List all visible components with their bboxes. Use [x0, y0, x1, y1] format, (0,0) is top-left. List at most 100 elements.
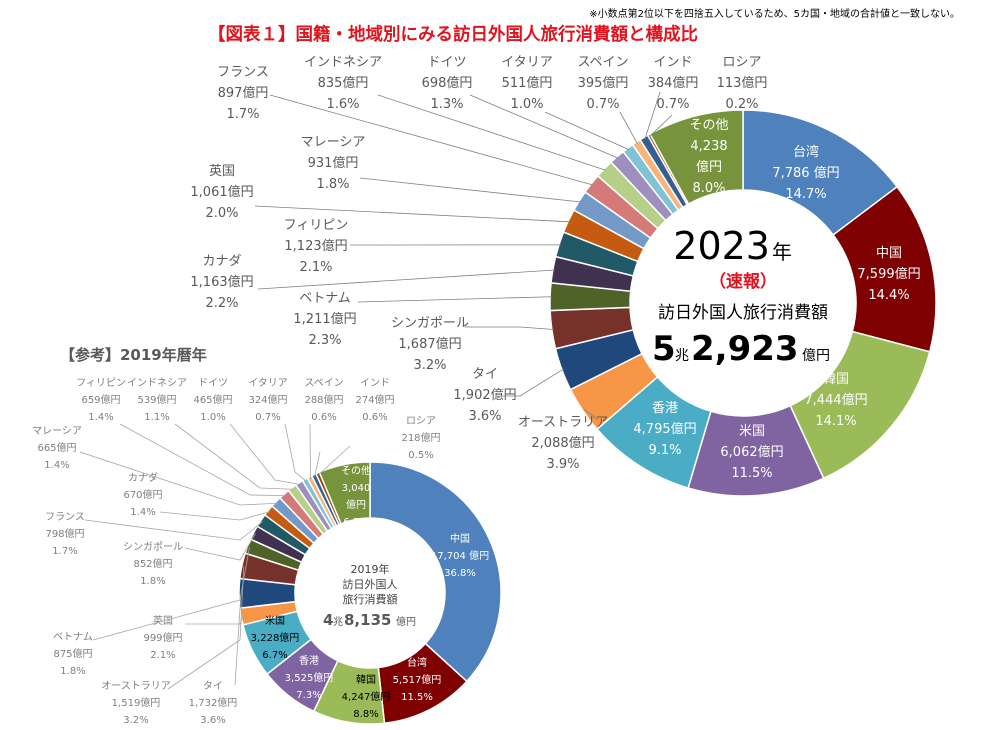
main-label-8-line-2: 2.3%	[308, 333, 341, 348]
main-label-7-line-0: シンガポール	[391, 316, 469, 331]
main-leader-7	[465, 326, 554, 330]
ref-label-16: イタリア 324億円 0.7%	[248, 377, 307, 482]
main-label-18-line-1: 384億円	[648, 75, 699, 91]
ref-heading: 【参考】2019年暦年	[60, 346, 207, 364]
ref-label-3: 香港 3,525億円 7.3%	[285, 655, 334, 701]
ref-label-5-line-2: 2.1%	[150, 650, 175, 661]
main-leader-19	[649, 114, 673, 137]
ref-leader-15	[229, 423, 301, 485]
main-leader-17	[619, 111, 638, 145]
donut-chart-2023: 台湾 7,786 億円 14.7% 中国 7,599億円 14.4% 韓国 7,444億円 14…	[190, 55, 937, 497]
main-label-0-line-1: 7,786 億円	[772, 165, 839, 181]
ref-label-7-line-2: 3.2%	[123, 715, 148, 726]
ref-label-1: 台湾 5,517億円 11.5%	[393, 656, 442, 703]
main-label-20-line-0: その他	[689, 118, 728, 133]
ref-label-20: その他 3,040 億円 6.3%	[341, 464, 371, 528]
ref-label-3-line-1: 3,525億円	[285, 671, 334, 684]
main-label-6-line-2: 3.6%	[468, 409, 501, 424]
ref-label-8-line-1: 875億円	[53, 647, 92, 660]
main-leader-16	[544, 111, 630, 151]
main-label-10-line-0: フィリピン	[284, 218, 349, 233]
ref-label-6-line-1: 1,732億円	[189, 696, 238, 709]
ref-center-total-trillion-unit: 兆	[333, 616, 343, 628]
main-label-0-line-2: 14.7%	[785, 187, 826, 202]
ref-label-5-line-0: 英国	[153, 614, 173, 627]
main-label-14-line-1: 835億円	[318, 75, 369, 91]
ref-label-1-line-1: 5,517億円	[393, 673, 442, 686]
ref-label-1-line-0: 台湾	[407, 656, 427, 669]
ref-leader-11	[159, 511, 270, 521]
ref-label-12: マレーシア 665億円 1.4%	[32, 426, 278, 506]
ref-leader-6	[234, 593, 242, 686]
ref-label-17-line-0: スペイン	[304, 378, 343, 389]
main-label-13-line-0: フランス	[217, 65, 269, 80]
main-label-19-line-0: ロシア	[722, 55, 761, 70]
ref-label-6-line-2: 3.6%	[200, 715, 225, 726]
ref-label-20-line-1: 3,040	[342, 483, 371, 494]
main-label-17-line-2: 0.7%	[586, 97, 619, 112]
main-label-10: フィリピン 1,123億円 2.1%	[284, 218, 562, 275]
center-flag: （速報）	[709, 271, 777, 292]
main-label-7: シンガポール 1,687億円 3.2%	[391, 316, 554, 373]
ref-label-7: オーストラリア 1,519億円 3.2%	[101, 566, 245, 726]
ref-label-6: タイ 1,732億円 3.6%	[189, 593, 242, 726]
ref-label-13-line-1: 659億円	[81, 393, 120, 406]
ref-label-8-line-2: 1.8%	[60, 666, 85, 677]
main-label-6-line-1: 1,902億円	[453, 387, 516, 403]
ref-label-6-line-0: タイ	[203, 680, 223, 692]
main-label-16-line-1: 511億円	[502, 75, 553, 91]
ref-label-4-line-2: 6.7%	[262, 650, 287, 661]
center-year: 2023	[673, 224, 770, 268]
main-label-4-line-1: 4,795億円	[633, 421, 696, 437]
ref-label-4-line-1: 3,228億円	[251, 631, 300, 644]
main-label-1-line-0: 中国	[876, 246, 902, 261]
ref-leader-7	[167, 566, 245, 690]
ref-label-4-line-0: 米国	[265, 614, 285, 627]
main-label-19-line-2: 0.2%	[725, 97, 758, 112]
ref-label-9-line-2: 1.8%	[140, 576, 165, 587]
ref-label-11: カナダ 670億円 1.4%	[123, 471, 270, 521]
ref-label-4: 米国 3,228億円 6.7%	[251, 614, 300, 661]
ref-label-7-line-0: オーストラリア	[101, 680, 171, 692]
main-label-13-line-1: 897億円	[218, 85, 269, 101]
ref-label-2: 韓国 4,247億円 8.8%	[342, 674, 391, 720]
main-label-15-line-1: 698億円	[422, 75, 473, 91]
ref-center-total-trillion: 4	[323, 611, 333, 629]
ref-label-19-line-2: 0.5%	[408, 450, 433, 461]
main-label-8-line-1: 1,211億円	[293, 311, 356, 327]
main-label-11-line-1: 1,061億円	[190, 184, 253, 200]
main-label-18-line-2: 0.7%	[656, 97, 689, 112]
ref-label-10: フランス 798億円 1.7%	[45, 511, 263, 557]
ref-label-15: ドイツ 465億円 1.0%	[193, 378, 301, 485]
main-label-5-line-0: オーストラリア	[518, 415, 608, 430]
main-leader-12	[359, 177, 581, 203]
main-leader-14	[377, 94, 606, 171]
ref-label-8-line-0: ベトナム	[53, 631, 93, 643]
ref-center-line-0: 2019年	[351, 562, 390, 576]
main-label-14-line-2: 1.6%	[326, 97, 359, 112]
ref-label-2-line-0: 韓国	[356, 674, 376, 686]
main-label-10-line-1: 1,123億円	[284, 238, 347, 254]
ref-label-13-line-0: フィリピン	[76, 377, 126, 389]
main-leader-11	[254, 205, 571, 223]
ref-label-20-line-0: その他	[341, 464, 371, 477]
ref-label-15-line-0: ドイツ	[198, 378, 228, 389]
main-label-4: 香港 4,795億円 9.1%	[633, 401, 696, 458]
ref-label-19-line-0: ロシア	[406, 416, 436, 427]
ref-label-5: 英国 999億円 2.1%	[143, 614, 244, 661]
center-total-oku-unit: 億円	[802, 348, 830, 364]
ref-label-9-line-1: 852億円	[133, 557, 172, 570]
main-label-12-line-1: 931億円	[308, 155, 359, 171]
main-label-9-line-2: 2.2%	[205, 296, 238, 311]
main-label-16: イタリア 511億円 1.0%	[501, 55, 630, 151]
ref-label-8: ベトナム 875億円 1.8%	[53, 546, 250, 677]
ref-label-13: フィリピン 659億円 1.4%	[76, 377, 286, 496]
center-total-oku: 2,923	[691, 329, 799, 369]
ref-label-12-line-2: 1.4%	[44, 460, 69, 471]
ref-label-14: インドネシア 539億円 1.1%	[127, 377, 294, 490]
ref-leader-5	[185, 616, 244, 625]
main-label-6-line-0: タイ	[472, 367, 498, 382]
ref-label-9-line-0: シンガポール	[123, 541, 183, 553]
main-label-15: ドイツ 698億円 1.3%	[422, 55, 619, 159]
ref-label-17-line-2: 0.6%	[311, 412, 336, 423]
